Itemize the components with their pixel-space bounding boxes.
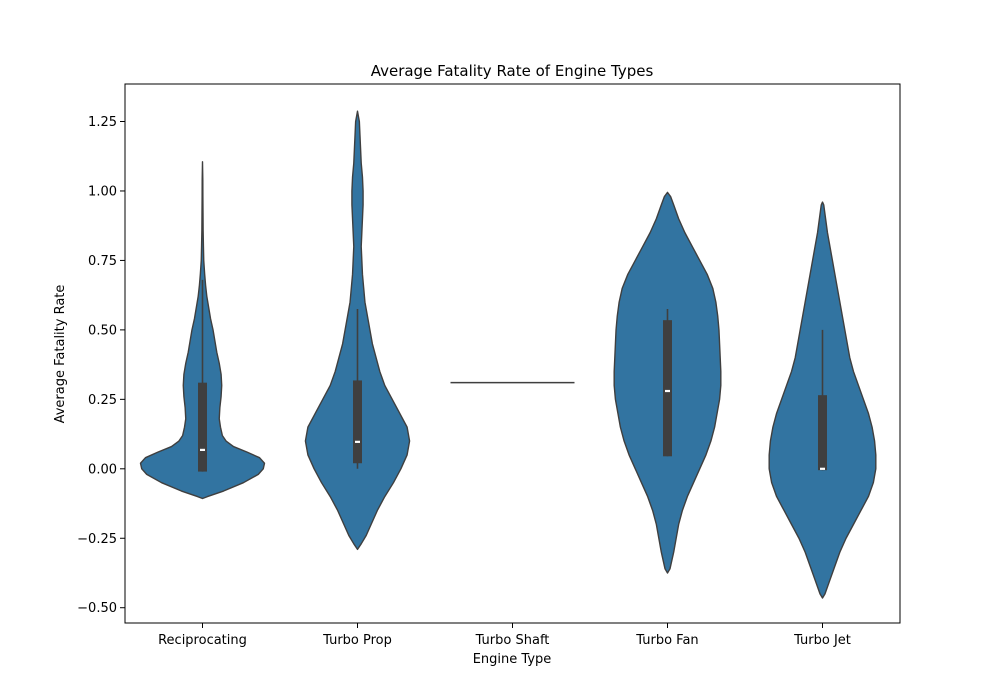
violin-median-marker — [355, 440, 360, 443]
violin-1 — [304, 110, 411, 551]
y-tick-label: 0.00 — [88, 462, 117, 477]
y-axis-title: Average Fatality Rate — [53, 285, 68, 424]
violin-iqr-box — [818, 395, 827, 471]
axes-layer: −0.50 −0.25 0.00 0.25 0.50 0.75 1.00 1.25 Recipr… — [77, 83, 901, 648]
y-tick-label: 1.00 — [88, 184, 117, 199]
x-tick-label: Turbo Prop — [322, 633, 392, 648]
x-axis-title: Engine Type — [473, 652, 552, 667]
violin-median-marker — [820, 467, 825, 470]
violin-iqr-box — [663, 320, 672, 457]
x-tick-label: Turbo Shaft — [475, 633, 550, 648]
violin-median-marker — [665, 389, 670, 393]
y-tick-label: 0.25 — [88, 393, 117, 408]
violin-4 — [768, 201, 877, 599]
x-tick-label: Turbo Fan — [635, 633, 698, 648]
y-tick-label: 0.75 — [88, 254, 117, 269]
y-tick-label: −0.25 — [77, 532, 117, 547]
chart-title: Average Fatality Rate of Engine Types — [371, 62, 654, 80]
violin-iqr-box — [353, 380, 362, 464]
violin-0 — [139, 161, 266, 500]
violin-median-marker — [200, 448, 205, 452]
violin-iqr-box — [198, 382, 207, 472]
violins-layer — [139, 110, 877, 599]
x-tick-label: Reciprocating — [158, 633, 247, 648]
y-tick-label: 0.50 — [88, 323, 117, 338]
y-tick-label: 1.25 — [88, 115, 117, 130]
violin-3 — [613, 191, 722, 574]
x-tick-label: Turbo Jet — [793, 633, 851, 648]
y-tick-label: −0.50 — [77, 601, 117, 616]
